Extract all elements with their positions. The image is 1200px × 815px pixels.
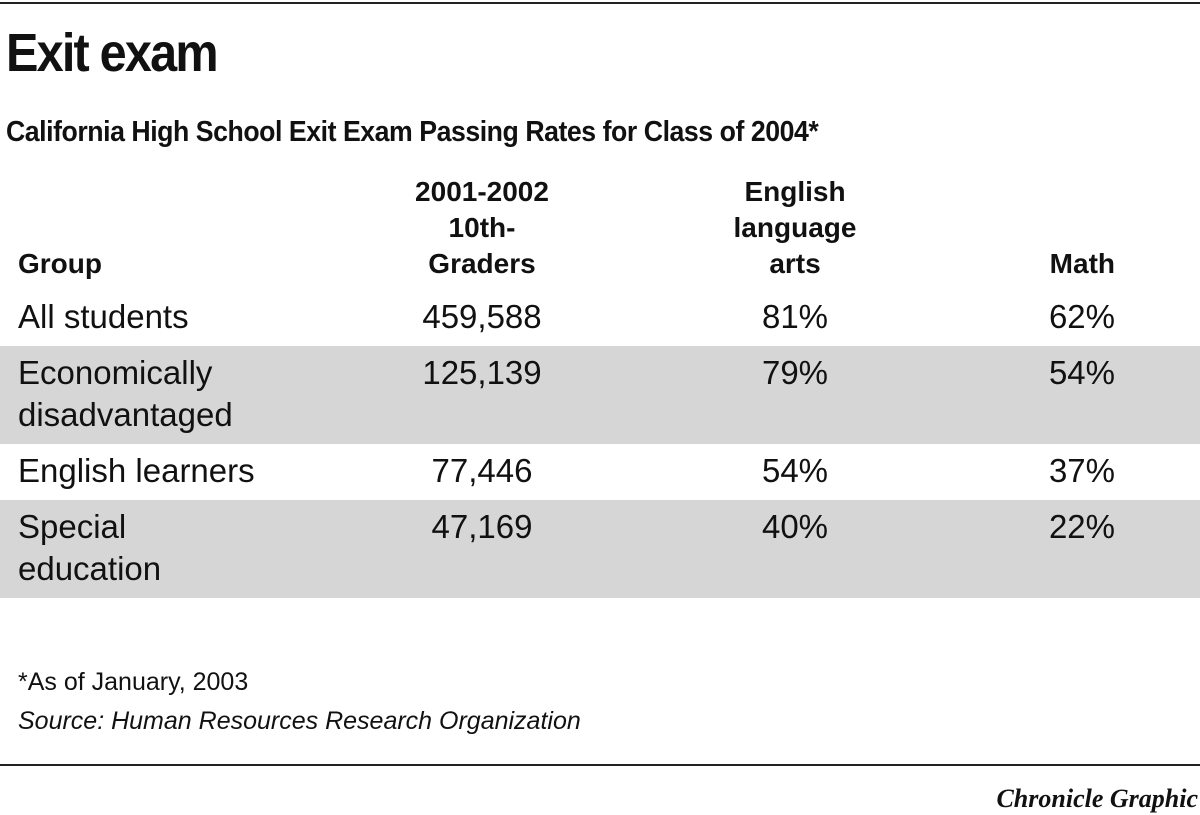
table-cell: 62% <box>1048 298 1115 335</box>
credit: Chronicle Graphic <box>996 784 1198 813</box>
column-header: Math <box>960 246 1115 282</box>
table-row: Economically disadvantaged 125,139 79% 54% <box>0 346 1200 444</box>
column-header: English language arts <box>700 174 890 282</box>
bottom-rule <box>0 764 1200 766</box>
header-line: English <box>744 176 846 207</box>
table-body: All students 459,588 81% 62% Economically di… <box>0 290 1200 598</box>
table-row: Special education 47,169 40% 22% <box>0 500 1200 598</box>
table-header: Group 2001-2002 10th- Graders English languag… <box>0 172 1200 282</box>
column-header: Group <box>18 246 268 282</box>
header-line: language <box>733 212 857 243</box>
table-cell: 81% <box>761 298 829 335</box>
title: Exit exam <box>6 23 219 83</box>
table-cell: 125,139 <box>422 354 542 391</box>
table-cell: 37% <box>1048 452 1115 489</box>
header-line: arts <box>769 248 821 279</box>
header-line: 2001-2002 <box>415 176 549 207</box>
table-row: All students 459,588 81% 62% <box>0 290 1200 346</box>
subtitle: California High School Exit Exam Passing… <box>6 116 819 148</box>
row-label: Special education <box>18 508 162 587</box>
header-line: Math <box>1049 248 1115 279</box>
row-label: Economically disadvantaged <box>18 354 233 433</box>
header-line: Group <box>18 248 102 279</box>
table-cell: 22% <box>1048 508 1115 545</box>
table-cell: 54% <box>761 452 829 489</box>
source: Source: Human Resources Research Organiz… <box>18 707 581 735</box>
top-rule <box>0 2 1200 4</box>
row-label: English learners <box>18 452 255 489</box>
table-row: English learners 77,446 54% 37% <box>0 444 1200 500</box>
row-label: All students <box>18 298 189 335</box>
header-line: Graders <box>428 248 536 279</box>
table-cell: 54% <box>1048 354 1115 391</box>
header-line: 10th- <box>448 212 516 243</box>
table-cell: 77,446 <box>431 452 533 489</box>
column-header: 2001-2002 10th- Graders <box>370 174 594 282</box>
table-cell: 47,169 <box>431 508 533 545</box>
table-cell: 40% <box>761 508 829 545</box>
table-cell: 459,588 <box>422 298 542 335</box>
footnote: *As of January, 2003 <box>18 668 249 696</box>
table-cell: 79% <box>761 354 829 391</box>
